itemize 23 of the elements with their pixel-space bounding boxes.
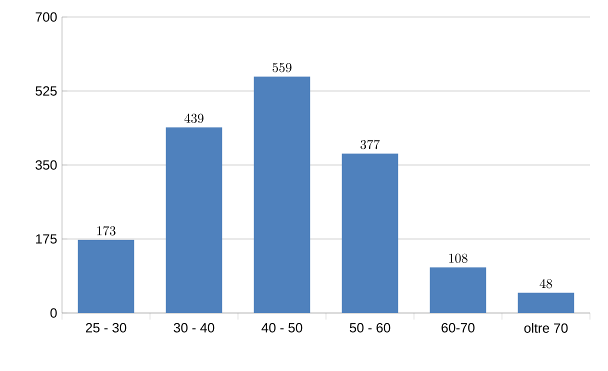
bar <box>78 240 134 313</box>
data-label: 439 <box>184 114 204 123</box>
y-tick-label: 700 <box>36 12 57 22</box>
x-tick-label: 60-70 <box>442 323 475 332</box>
y-tick-label: 175 <box>36 234 57 244</box>
x-tick-label: 50 - 60 <box>350 323 390 332</box>
y-tick-label: 0 <box>50 308 57 318</box>
bar <box>342 154 398 313</box>
y-tick-label: 525 <box>36 86 57 96</box>
bar <box>166 127 222 313</box>
x-tick-label: 30 - 40 <box>174 323 214 332</box>
x-tick-label: oltre 70 <box>524 323 568 333</box>
data-label: 108 <box>449 254 468 263</box>
bar <box>254 76 310 313</box>
data-label: 377 <box>360 140 380 150</box>
data-label: 173 <box>97 226 116 236</box>
bar <box>430 267 486 313</box>
y-tick-label: 350 <box>36 160 57 170</box>
x-tick-label: 40 - 50 <box>262 323 302 332</box>
bar <box>518 292 574 313</box>
data-label: 559 <box>272 63 292 72</box>
data-label: 48 <box>540 278 552 288</box>
x-tick-label: 25 - 30 <box>86 323 126 332</box>
